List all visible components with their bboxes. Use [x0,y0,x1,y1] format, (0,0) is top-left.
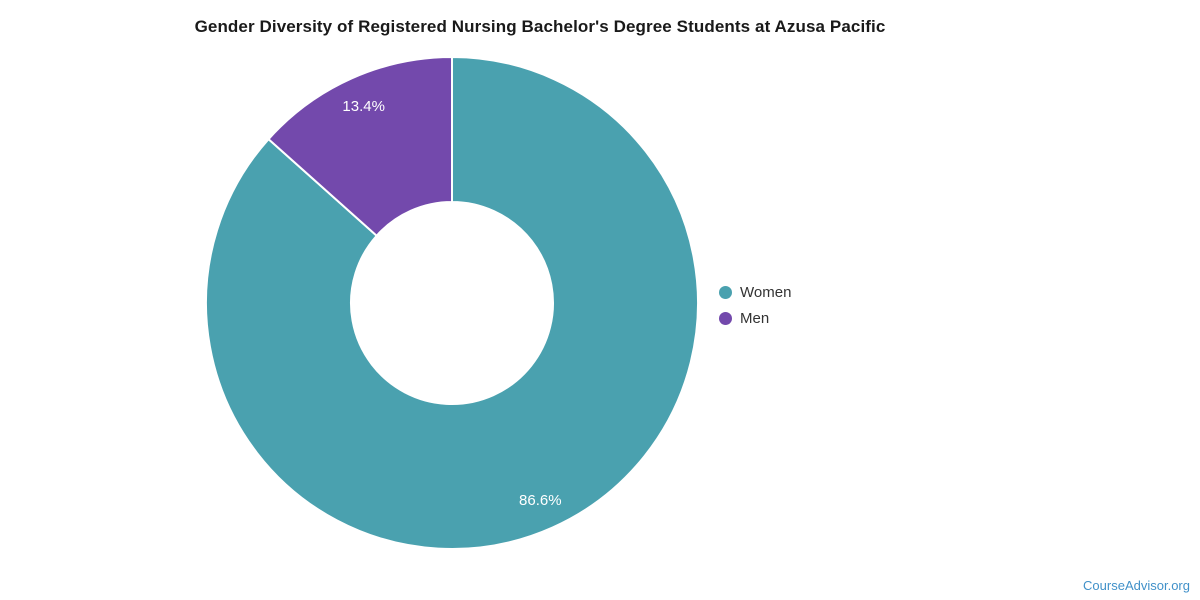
data-label-women: 86.6% [519,492,562,509]
data-label-men: 13.4% [342,98,385,115]
legend-swatch-women-icon [719,285,732,299]
donut-chart-svg: 86.6% 13.4% [205,56,699,550]
legend-swatch-men-icon [719,311,732,325]
watermark-link[interactable]: CourseAdvisor.org [1083,578,1190,593]
donut-chart: 86.6% 13.4% [202,53,702,553]
legend-item-women[interactable]: Women [719,279,791,305]
pie-slice-women[interactable] [205,56,699,550]
legend: Women Men [719,279,791,331]
page-title: Gender Diversity of Registered Nursing B… [194,17,886,36]
legend-item-men[interactable]: Men [719,305,791,331]
legend-label-women: Women [740,283,792,301]
legend-label-men: Men [740,309,770,327]
pie-slice-men[interactable] [267,56,453,237]
